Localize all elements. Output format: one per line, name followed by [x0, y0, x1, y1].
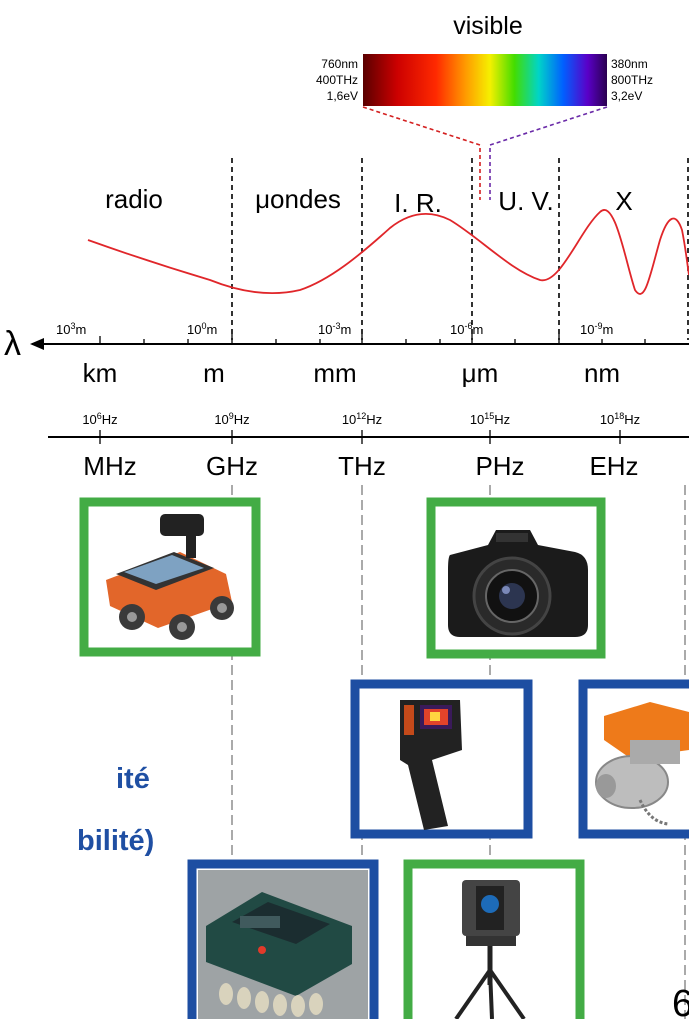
frequency-tick-1e9hz: 109Hz: [214, 411, 249, 427]
frequency-tick-1e15hz: 1015Hz: [470, 411, 510, 427]
band-radio: radio: [105, 184, 163, 214]
frequency-unit-ehz: EHz: [589, 451, 638, 481]
visible-right-energy: 3,2eV: [611, 89, 642, 103]
side-text-line-1: ité: [116, 763, 150, 795]
visible-spectrum-bar: [363, 54, 607, 106]
frequency-unit-mhz: MHz: [83, 451, 136, 481]
lambda-symbol: λ: [4, 325, 21, 363]
frequency-unit-ghz: GHz: [206, 451, 258, 481]
frequency-unit-thz: THz: [338, 451, 386, 481]
wavelength-tick-1e-9m: 10-9m: [580, 321, 613, 337]
wavelength-unit-km: km: [83, 358, 118, 388]
visible-left-energy: 1,6eV: [327, 89, 358, 103]
device-xray-frame: [578, 679, 689, 839]
em-wave: [87, 209, 689, 295]
band-microwaves: μondes: [255, 184, 341, 214]
visible-left-wavelength: 760nm: [321, 57, 358, 71]
frequency-unit-phz: PHz: [475, 451, 524, 481]
device-thermal-camera-frame: [350, 679, 533, 839]
visible-left-frequency: 400THz: [316, 73, 358, 87]
visible-right-frequency: 800THz: [611, 73, 653, 87]
band-infrared: I. R.: [394, 188, 442, 218]
device-radar-scanner-frame: [187, 859, 379, 1019]
camera-icon: [448, 530, 588, 637]
radar-scanner-icon: [198, 870, 368, 1019]
device-camera-frame: [426, 497, 606, 659]
visible-left-labels: 760nm 400THz 1,6eV: [316, 57, 358, 103]
wavelength-unit-um: μm: [462, 358, 499, 388]
frequency-tick-1e18hz: 1018Hz: [600, 411, 640, 427]
wavelength-unit-nm: nm: [584, 358, 620, 388]
band-xray: X: [615, 186, 632, 216]
xray-device-icon: [595, 702, 689, 826]
wavelength-tick-1e3m: 103m: [56, 321, 86, 337]
visible-right-wavelength: 380nm: [611, 57, 648, 71]
wavelength-tick-1e-6m: 10-6m: [450, 321, 483, 337]
band-ultraviolet: U. V.: [498, 186, 553, 216]
frequency-tick-1e6hz: 106Hz: [82, 411, 117, 427]
wavelength-unit-m: m: [203, 358, 225, 388]
laser-scanner-icon: [454, 880, 526, 1019]
band-separators: [231, 158, 689, 340]
ground-penetrating-radar-icon: [106, 514, 234, 640]
visible-red-connector: [362, 106, 481, 200]
wavelength-tick-1e-3m: 10-3m: [318, 321, 351, 337]
frequency-axis: 106Hz 109Hz 1012Hz 1015Hz 1018Hz MHz GHz…: [48, 411, 689, 481]
thermal-camera-icon: [400, 700, 462, 830]
page-number: 6: [672, 983, 689, 1019]
wavelength-axis: λ 103m 100m 10-3m 10-6m 10-9m km m mm μm…: [4, 321, 689, 388]
visible-right-labels: 380nm 800THz 3,2eV: [611, 57, 653, 103]
wavelength-tick-1e0m: 100m: [187, 321, 217, 337]
device-laser-scanner-frame: [403, 859, 585, 1019]
device-gpr-frame: [79, 497, 261, 657]
band-labels: radio μondes I. R. U. V. X: [105, 184, 633, 218]
wavelength-unit-mm: mm: [313, 358, 356, 388]
visible-label: visible: [453, 12, 522, 40]
frequency-tick-1e12hz: 1012Hz: [342, 411, 382, 427]
side-text-line-2: bilité): [77, 825, 154, 857]
wavelength-arrow-icon: [30, 338, 44, 350]
